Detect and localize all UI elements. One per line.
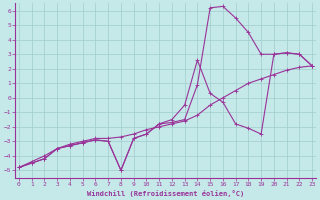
X-axis label: Windchill (Refroidissement éolien,°C): Windchill (Refroidissement éolien,°C) [87, 190, 244, 197]
